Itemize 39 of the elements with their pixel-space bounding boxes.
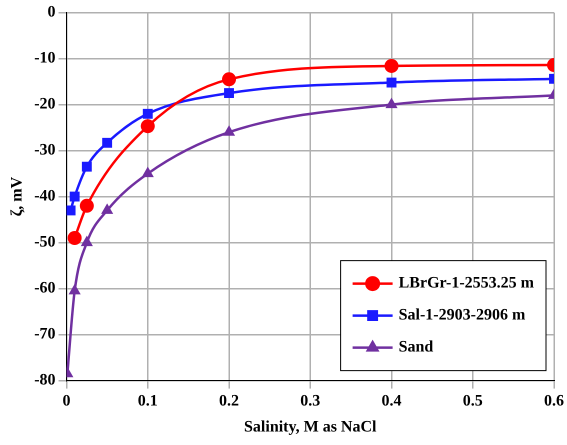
point <box>101 203 114 214</box>
x-tick-label: 0 <box>62 392 71 410</box>
x-tick-label: 0.5 <box>462 392 483 410</box>
y-tick-label: -40 <box>34 188 56 205</box>
point <box>222 125 236 136</box>
point <box>80 198 94 213</box>
y-tick-label: -30 <box>34 142 56 159</box>
point <box>68 231 82 245</box>
point <box>222 72 236 86</box>
x-tick-label: 0.2 <box>219 392 240 410</box>
y-axis-title: ζ, mV <box>8 176 26 216</box>
point <box>82 162 92 172</box>
x-tick-label: 0.4 <box>382 392 402 410</box>
y-tick-label: -70 <box>34 326 56 343</box>
point <box>70 192 80 202</box>
point <box>385 98 398 108</box>
y-tick-label: -20 <box>34 96 56 113</box>
point <box>384 58 399 73</box>
x-tick-label: 0.1 <box>138 392 158 410</box>
legend-label: Sal-1-2903-2906 m <box>398 306 526 324</box>
point <box>140 119 155 134</box>
y-tick-label: -60 <box>34 280 56 297</box>
point <box>142 108 153 119</box>
point <box>224 88 234 98</box>
point <box>142 166 154 178</box>
point <box>66 205 76 216</box>
x-tick-label: 0.3 <box>300 392 320 410</box>
y-tick-label: -80 <box>34 372 56 389</box>
point <box>68 284 81 294</box>
point <box>386 78 396 88</box>
point <box>80 236 93 246</box>
y-tick-label: 0 <box>48 4 56 21</box>
x-axis-title: Salinity, M as NaCl <box>244 418 378 436</box>
y-tick-label: -50 <box>34 234 56 251</box>
y-tick-label: -10 <box>34 50 56 67</box>
point <box>102 138 112 148</box>
legend-label: LBrGr-1-2553.25 m <box>398 274 535 292</box>
legend-label: Sand <box>398 338 434 356</box>
x-tick-label: 0.6 <box>544 392 564 410</box>
